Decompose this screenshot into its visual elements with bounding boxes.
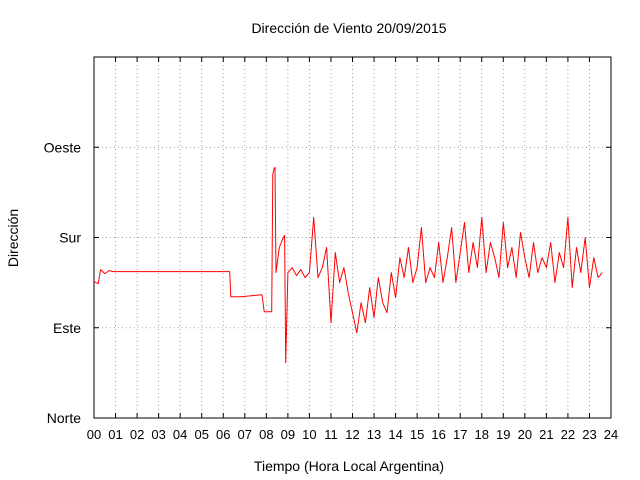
x-tick-label: 17 bbox=[453, 427, 467, 442]
x-axis-ticks: 00 01 02 03 04 05 06 07 08 09 10 11 12 13 14 15 16 17 18 19… bbox=[87, 57, 618, 442]
series-line bbox=[93, 166, 603, 364]
grid-lines bbox=[94, 57, 611, 418]
x-tick-label: 22 bbox=[561, 427, 575, 442]
x-tick-label: 13 bbox=[367, 427, 381, 442]
x-tick-label: 15 bbox=[410, 427, 424, 442]
x-tick-label: 10 bbox=[302, 427, 316, 442]
x-tick-label: 14 bbox=[388, 427, 402, 442]
x-axis-label: Tiempo (Hora Local Argentina) bbox=[254, 458, 444, 474]
x-tick-label: 04 bbox=[173, 427, 187, 442]
x-tick-label: 11 bbox=[324, 427, 338, 442]
x-tick-label: 07 bbox=[238, 427, 252, 442]
x-tick-label: 18 bbox=[475, 427, 489, 442]
y-tick-label: Este bbox=[53, 320, 81, 336]
x-tick-label: 05 bbox=[194, 427, 208, 442]
chart-title: Dirección de Viento 20/09/2015 bbox=[251, 20, 446, 36]
x-tick-label: 24 bbox=[604, 427, 618, 442]
x-tick-label: 16 bbox=[431, 427, 445, 442]
x-tick-label: 01 bbox=[108, 427, 122, 442]
y-axis-label: Dirección bbox=[5, 209, 21, 267]
x-tick-label: 12 bbox=[345, 427, 359, 442]
x-tick-label: 03 bbox=[151, 427, 165, 442]
x-tick-label: 06 bbox=[216, 427, 230, 442]
x-tick-label: 23 bbox=[582, 427, 596, 442]
x-tick-label: 02 bbox=[130, 427, 144, 442]
y-tick-label: Norte bbox=[47, 410, 81, 426]
x-tick-label: 09 bbox=[281, 427, 295, 442]
y-axis-ticks: Norte Este Sur Oeste bbox=[44, 139, 611, 426]
y-tick-label: Oeste bbox=[44, 139, 82, 155]
x-tick-label: 20 bbox=[518, 427, 532, 442]
x-tick-label: 19 bbox=[496, 427, 510, 442]
y-tick-label: Sur bbox=[59, 230, 81, 246]
series-layer bbox=[93, 166, 603, 364]
x-tick-label: 00 bbox=[87, 427, 101, 442]
x-tick-label: 21 bbox=[539, 427, 553, 442]
x-tick-label: 08 bbox=[259, 427, 273, 442]
